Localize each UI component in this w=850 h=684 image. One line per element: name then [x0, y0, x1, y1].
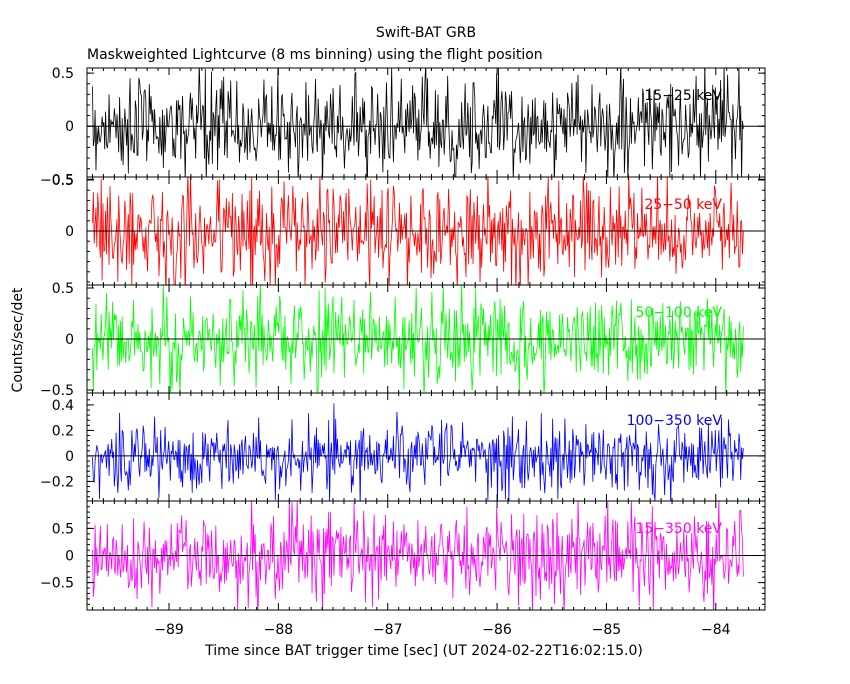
y-axis-label: Counts/sec/det: [10, 287, 26, 392]
y-tick-label: 0.5: [52, 521, 74, 537]
series-line: [92, 68, 744, 177]
y-tick-label: −0.2: [40, 474, 74, 490]
series-line: [92, 177, 744, 285]
band-label: 15−25 keV: [644, 88, 722, 104]
panel-50-100-kev: 50−100 keV 0.5 0 −0.5: [40, 281, 766, 399]
x-axis: −89 −88 −87 −86 −85 −84: [154, 622, 730, 638]
series-line: [92, 403, 744, 501]
y-tick-label: 0: [65, 224, 74, 240]
y-tick-label: 0: [65, 119, 74, 135]
x-axis-label: Time since BAT trigger time [sec] (UT 20…: [204, 643, 643, 659]
x-tick-label: −86: [482, 622, 512, 638]
y-tick-label: 0.5: [52, 66, 74, 82]
panel-25-50-kev: 25−50 keV 0.5 0: [52, 173, 766, 286]
chart-title: Swift-BAT GRB: [376, 25, 476, 41]
band-label: 50−100 keV: [635, 305, 722, 321]
band-label: 15−350 keV: [635, 521, 722, 537]
x-tick-label: −89: [154, 622, 184, 638]
panel-15-25-kev: 15−25 keV 0.5 0 −0.5: [40, 66, 766, 188]
band-label: 100−350 keV: [627, 413, 723, 429]
y-tick-label: 0.5: [52, 281, 74, 297]
panel-100-350-kev: 100−350 keV 0.4 0.2 0 −0.2: [40, 392, 766, 502]
series-line: [92, 285, 744, 393]
x-tick-label: −85: [592, 622, 622, 638]
x-tick-label: −84: [701, 622, 731, 638]
panel-15-350-kev: 15−350 keV 0.5 0 −0.5: [40, 500, 766, 611]
chart-subtitle: Maskweighted Lightcurve (8 ms binning) u…: [87, 47, 543, 63]
y-tick-label: −0.5: [40, 172, 74, 188]
y-tick-label: 0: [65, 449, 74, 465]
y-tick-label: 0: [65, 549, 74, 565]
y-tick-label: −0.5: [40, 576, 74, 592]
y-tick-label: −0.5: [40, 383, 74, 399]
band-label: 25−50 keV: [644, 197, 722, 213]
y-tick-label: 0.4: [52, 398, 74, 414]
x-tick-label: −87: [373, 622, 403, 638]
y-tick-label: 0.2: [52, 423, 74, 439]
x-tick-label: −88: [264, 622, 294, 638]
y-tick-label: 0: [65, 332, 74, 348]
y-tick-label: 0.5: [52, 173, 74, 189]
series-line: [92, 501, 744, 610]
